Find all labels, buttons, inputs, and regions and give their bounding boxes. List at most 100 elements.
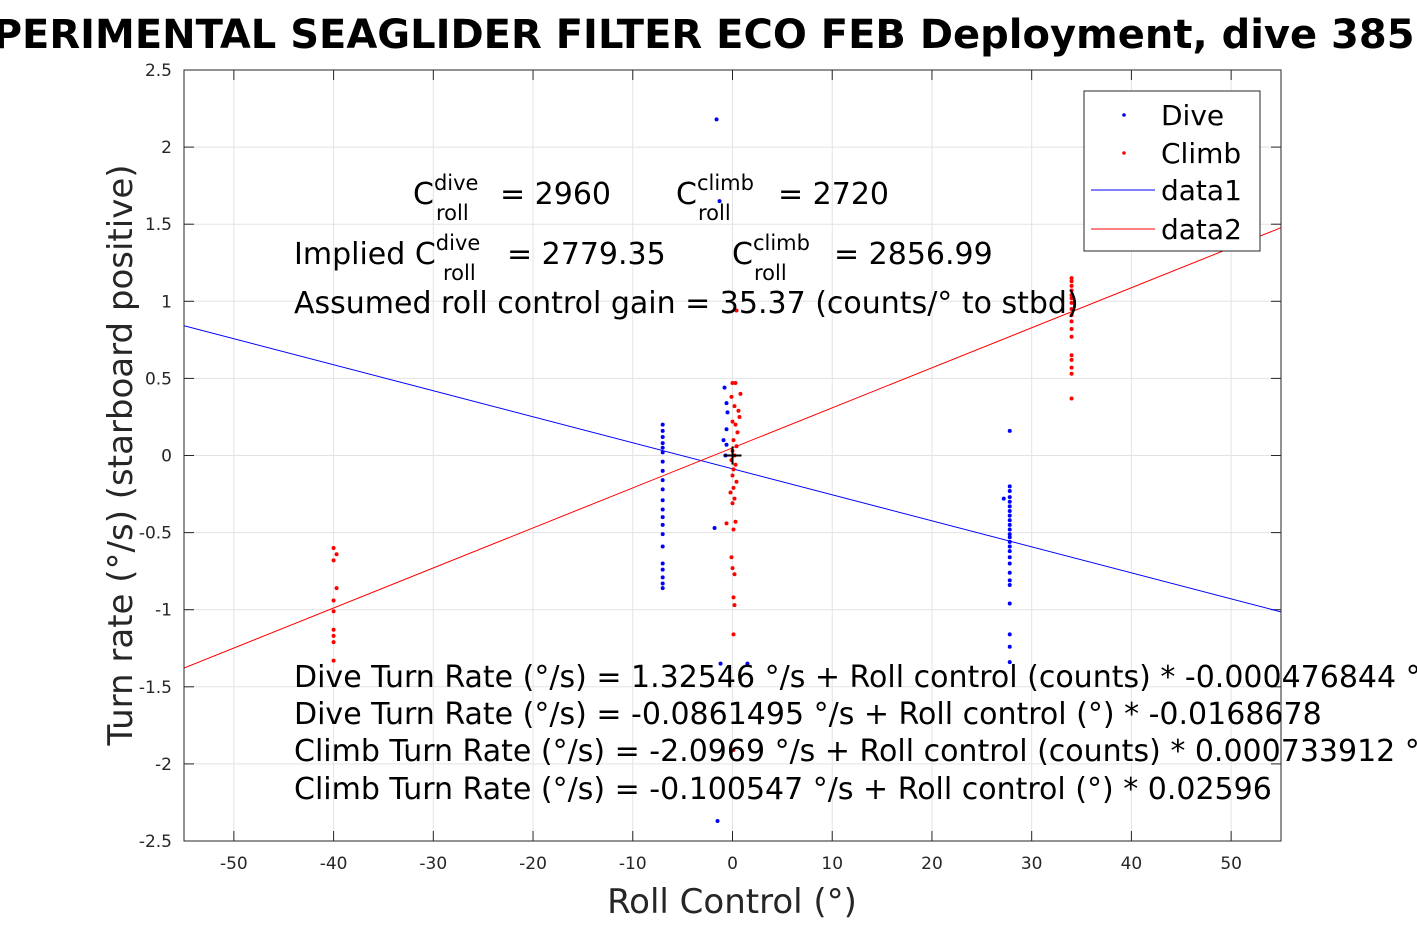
chart-title: SG203 SPECIAL EXPERIMENTAL SEAGLIDER FIL… [0,12,1417,58]
legend-data2-label: data2 [1161,213,1242,246]
y-tick-label: 2 [161,138,172,158]
x-tick-label: -50 [220,854,248,874]
climb-data-point [334,552,339,557]
climb-data-point [1069,371,1074,376]
climb-data-point [733,381,738,386]
dive-data-point [1007,484,1012,489]
c-roll-dive-base: C [413,177,434,212]
climb-data-point [731,438,736,443]
dive-data-point [660,522,665,527]
dive-data-point [724,427,729,432]
dive-data-point [660,434,665,439]
dive-data-point [1007,504,1012,509]
y-tick-label: 1.5 [145,215,172,235]
climb-data-point [1069,357,1074,362]
climb-data-point [331,658,336,663]
dive-data-point [718,661,723,666]
y-axis-ticks: -2.5 -2 -1.5 -1 -0.5 0 0.5 1 1.5 2 2.5 [139,61,1281,852]
y-tick-label: -1 [155,601,172,621]
y-tick-label: 2.5 [145,61,172,81]
climb-data-point [733,519,738,524]
y-tick-label: -2.5 [139,832,172,852]
climb-data-point [732,572,737,577]
x-axis-label: Roll Control (°) [607,882,857,922]
dive-data-point [1007,518,1012,523]
legend-dive-marker [1122,113,1126,117]
climb-data-point [1069,279,1074,284]
climb-data-point [730,473,735,478]
x-tick-label: 0 [727,854,738,874]
climb-data-point [1069,334,1074,339]
implied-climb-sup: climb [753,231,810,255]
climb-data-point [734,444,739,449]
dive-data-point [660,450,665,455]
climb-data-point [736,408,741,413]
dive-data-point [1007,555,1012,560]
implied-climb-base: C [732,237,753,272]
y-tick-label: -1.5 [139,678,172,698]
climb-data-point [737,414,742,419]
dive-data-point [722,385,727,390]
dive-data-point [660,459,665,464]
climb-degrees-equation: Climb Turn Rate (°/s) = -0.100547 °/s + … [294,772,1272,807]
dive-data-point [1001,496,1006,501]
dive-data-point [1007,522,1012,527]
dive-data-point [1007,561,1012,566]
c-roll-dive-sub: roll [436,201,469,225]
implied-c-roll-climb-annotation: Cclimb roll = 2856.99 [732,231,993,285]
climb-data-point [732,404,737,409]
climb-data-point [724,521,729,526]
axes-box [183,69,1282,842]
climb-data-point [1069,327,1074,332]
dive-data-point [1007,549,1012,554]
climb-data-point [729,555,734,560]
dive-data-point [1007,544,1012,549]
x-axis-ticks: -50 -40 -30 -20 -10 0 10 20 30 40 50 [220,70,1242,874]
climb-data-point [331,609,336,614]
y-tick-label: -0.5 [139,524,172,544]
dive-data-point [660,498,665,503]
climb-data-point [730,419,735,424]
dive-data-point [1007,583,1012,588]
implied-c-roll-dive-annotation: Implied Cdive roll = 2779.35 [294,231,666,285]
dive-data-point [660,581,665,586]
dive-data-point [660,478,665,483]
dive-data-point [1007,495,1012,500]
dive-data-point [660,544,665,549]
dive-data-point [1007,532,1012,537]
climb-data-point [731,485,736,490]
climb-data-point [1069,288,1074,293]
climb-data-point [731,632,736,637]
legend-box [1083,90,1261,252]
climb-data-point [728,490,733,495]
y-tick-label: 0 [161,447,172,467]
y-tick-label: 1 [161,292,172,312]
dive-data-point [660,487,665,492]
climb-data-point [731,595,736,600]
climb-data-point [738,391,743,396]
climb-data-point [731,748,736,753]
dive-data-point [1007,539,1012,544]
x-tick-label: 40 [1121,854,1143,874]
climb-data-point [732,496,737,501]
legend: Dive Climb data1 data2 [1083,90,1261,252]
c-roll-climb-sup: climb [697,171,754,195]
dive-data-point [1007,601,1012,606]
y-tick-label: 0.5 [145,369,172,389]
dive-data-point [1007,644,1012,649]
c-roll-dive-value: = 2960 [500,177,611,212]
climb-data-point [331,633,336,638]
climb-data-point [331,558,336,563]
c-roll-climb-annotation: Cclimb roll = 2720 [676,171,889,225]
dive-data-point [714,117,719,122]
implied-climb-sub: roll [754,261,787,285]
climb-data-point [730,381,735,386]
climb-data-point [733,462,738,467]
climb-data-point [731,467,736,472]
climb-data-point [1069,283,1074,288]
c-roll-dive-annotation: Cdive roll = 2960 [413,171,611,225]
climb-data-point [735,430,740,435]
dive-data-point [660,441,665,446]
legend-climb-marker [1122,151,1126,155]
climb-data-point [1069,365,1074,370]
